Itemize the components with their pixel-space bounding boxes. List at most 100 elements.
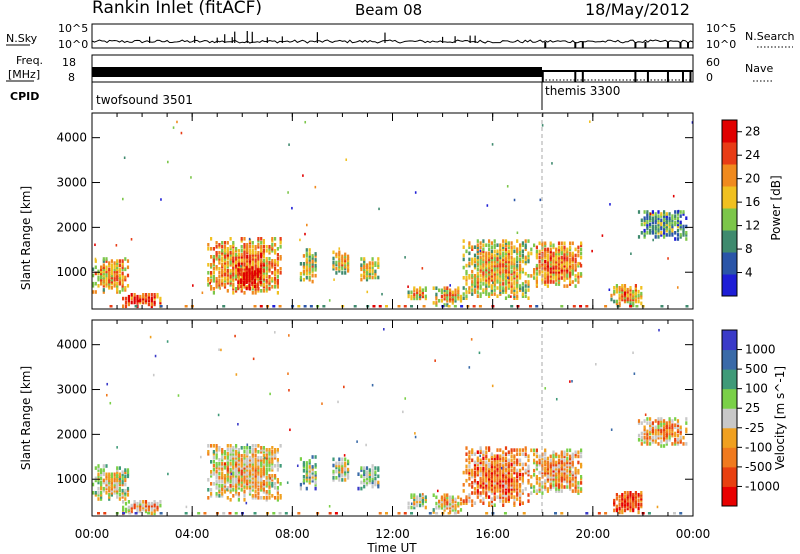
heatmap-cell — [344, 256, 347, 261]
heatmap-cell — [308, 473, 311, 477]
heatmap-cell — [524, 247, 527, 251]
heatmap-cell — [493, 472, 496, 477]
heatmap-cell — [105, 476, 108, 481]
heatmap-cell — [130, 300, 133, 305]
heatmap-cell — [251, 488, 254, 492]
heatmap-cell — [676, 237, 680, 241]
heatmap-cell — [465, 278, 468, 282]
heatmap-cell — [147, 501, 150, 506]
heatmap-cell — [490, 481, 493, 485]
heatmap-cell — [443, 294, 446, 299]
heatmap-cell — [229, 245, 232, 249]
heatmap-cell — [311, 254, 314, 258]
heatmap-cell — [215, 454, 218, 458]
heatmap-cell — [435, 301, 438, 305]
heatmap-cell — [552, 466, 555, 471]
heatmap-cell — [257, 253, 260, 257]
heatmap-cell — [235, 253, 238, 257]
heatmap-cell — [507, 474, 510, 479]
heatmap-cell — [372, 305, 376, 308]
heatmap-cell — [218, 476, 221, 480]
heatmap-cell — [159, 296, 162, 301]
heatmap-cell — [226, 474, 229, 478]
heatmap-cell — [613, 299, 616, 304]
heatmap-cell — [462, 265, 465, 270]
heatmap-cell — [649, 442, 652, 446]
heatmap-cell — [524, 448, 527, 452]
heatmap-cell — [94, 290, 97, 294]
heatmap-cell — [668, 218, 671, 223]
heatmap-cell — [268, 269, 271, 273]
heatmap-cell — [124, 304, 128, 309]
heatmap-cell — [574, 452, 577, 457]
heatmap-cell — [108, 472, 111, 477]
heatmap-cell — [237, 456, 240, 460]
heatmap-cell — [108, 267, 111, 272]
heatmap-cell — [453, 512, 457, 515]
heatmap-cell — [308, 271, 311, 276]
heatmap-cell — [502, 476, 505, 481]
heatmap-cell — [262, 490, 265, 494]
heatmap-cell — [268, 464, 271, 468]
heatmap-cell — [102, 468, 105, 472]
heatmap-cell — [574, 259, 577, 264]
heatmap-cell — [671, 228, 674, 233]
heatmap-cell — [488, 448, 491, 452]
heatmap-cell — [262, 450, 265, 454]
heatmap-cell — [308, 478, 311, 483]
heatmap-cell — [571, 263, 574, 268]
y-tick-label: 3000 — [56, 383, 87, 397]
heatmap-cell — [118, 269, 121, 274]
heatmap-cell — [465, 497, 468, 501]
heatmap-cell — [516, 257, 519, 262]
heatmap-cell — [248, 480, 252, 484]
heatmap-cell — [335, 262, 338, 267]
heatmap-cell — [473, 491, 477, 495]
heatmap-cell — [212, 277, 215, 281]
heatmap-cell — [105, 478, 108, 483]
heatmap-cell — [637, 506, 640, 511]
heatmap-cell — [473, 290, 477, 294]
heatmap-cell — [504, 493, 508, 497]
heatmap-cell — [649, 438, 652, 442]
heatmap-cell — [580, 247, 583, 252]
heatmap-cell — [496, 448, 499, 452]
heatmap-cell — [232, 460, 235, 464]
heatmap-cell — [416, 296, 419, 301]
heatmap-cell — [421, 499, 424, 504]
heatmap-cell — [621, 295, 624, 300]
time-tick-label: 16:00 — [475, 527, 510, 541]
heatmap-cell — [260, 241, 263, 245]
heatmap-cell — [262, 289, 265, 293]
heatmap-cell — [519, 265, 522, 270]
heatmap-cell — [435, 292, 438, 297]
heatmap-cell — [232, 241, 235, 245]
heatmap-cell — [347, 254, 350, 259]
heatmap-cell — [265, 287, 268, 291]
heatmap-cell — [121, 281, 124, 286]
heatmap-cell — [521, 481, 524, 485]
heatmap-cell — [557, 268, 561, 272]
heatmap-cell — [110, 480, 113, 485]
heatmap-cell — [640, 435, 643, 440]
heatmap-cell — [229, 456, 232, 460]
heatmap-cell — [493, 267, 496, 272]
heatmap-cell — [657, 423, 660, 427]
heatmap-cell — [265, 448, 268, 452]
heatmap-cell — [535, 266, 538, 270]
colorbar-segment — [722, 369, 737, 390]
heatmap-cell — [507, 269, 510, 274]
heatmap-cell — [459, 294, 463, 299]
heatmap-cell — [265, 480, 268, 484]
heatmap-cell — [632, 502, 635, 507]
heatmap-cell — [449, 501, 452, 506]
heatmap-cell — [246, 247, 249, 251]
heatmap-cell — [513, 478, 516, 483]
heatmap-cell — [656, 505, 659, 509]
heatmap-cell — [105, 472, 108, 477]
heatmap-cell — [535, 464, 538, 469]
heatmap-cell — [533, 268, 536, 272]
heatmap-cell — [268, 283, 271, 287]
heatmap-cell — [229, 470, 232, 474]
heatmap-cell — [496, 278, 499, 282]
